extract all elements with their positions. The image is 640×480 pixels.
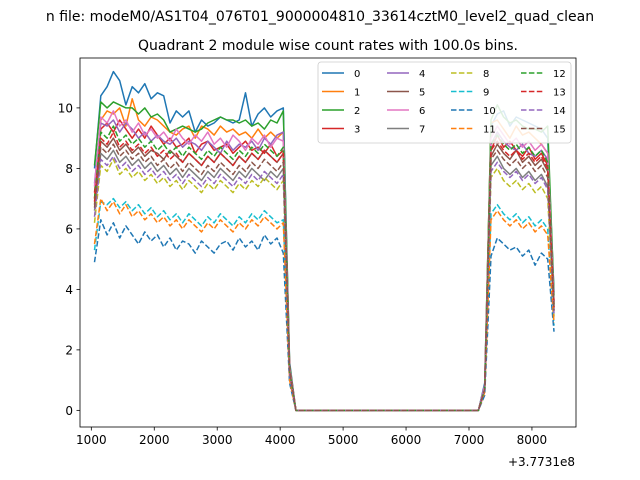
x-tick-label: 1000 <box>76 433 107 447</box>
legend-label-7: 7 <box>419 125 425 136</box>
legend-frame <box>317 61 572 144</box>
legend-label-1: 1 <box>354 88 360 99</box>
x-offset-label: +3.7731e8 <box>508 455 575 469</box>
legend-label-9: 9 <box>483 88 489 99</box>
legend-label-15: 15 <box>553 125 566 136</box>
y-tick-label: 2 <box>65 343 73 357</box>
legend-label-10: 10 <box>483 106 496 117</box>
x-axis-ticks: 1000 2000 3000 4000 5000 6000 7000 8000 <box>76 427 547 447</box>
legend-label-11: 11 <box>483 125 496 136</box>
figure-suptitle: n file: modeM0/AS1T04_076T01_9000004810_… <box>46 9 594 25</box>
x-tick-label: 8000 <box>517 433 548 447</box>
legend-label-13: 13 <box>553 88 566 99</box>
legend-label-6: 6 <box>419 106 425 117</box>
legend-label-8: 8 <box>483 69 489 80</box>
series-line-15 <box>93 143 555 412</box>
legend-label-14: 14 <box>553 106 566 117</box>
legend-label-0: 0 <box>354 69 360 80</box>
y-tick-label: 6 <box>65 222 73 236</box>
y-tick-label: 0 <box>65 404 73 418</box>
x-tick-label: 5000 <box>328 433 359 447</box>
legend-label-12: 12 <box>553 69 566 80</box>
x-tick-label: 7000 <box>454 433 485 447</box>
legend-label-3: 3 <box>354 125 360 136</box>
y-tick-label: 8 <box>65 162 73 176</box>
x-tick-label: 3000 <box>202 433 233 447</box>
chart-title: Quadrant 2 module wise count rates with … <box>138 38 518 54</box>
y-tick-label: 4 <box>65 283 73 297</box>
legend-label-5: 5 <box>419 88 425 99</box>
legend-label-2: 2 <box>354 106 360 117</box>
series-lines <box>93 70 555 412</box>
y-tick-label: 10 <box>58 101 73 115</box>
x-tick-label: 2000 <box>139 433 170 447</box>
y-axis-ticks: 0 2 4 6 8 10 <box>58 101 80 418</box>
legend-label-4: 4 <box>419 69 425 80</box>
x-tick-label: 6000 <box>391 433 422 447</box>
x-tick-label: 4000 <box>265 433 296 447</box>
axes-frame <box>79 57 577 428</box>
